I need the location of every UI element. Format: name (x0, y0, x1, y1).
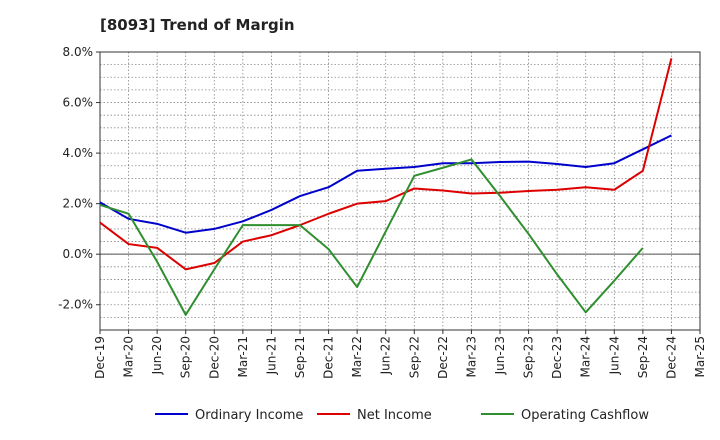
y-tick-label: 6.0% (63, 96, 94, 110)
chart-title: [8093] Trend of Margin (100, 16, 295, 34)
x-tick-label: Sep-20 (179, 336, 193, 378)
legend-label-0: Ordinary Income (195, 408, 303, 423)
x-tick-label: Sep-22 (407, 336, 421, 378)
x-tick-label: Jun-20 (150, 336, 164, 375)
x-tick-label: Jun-23 (493, 336, 507, 375)
x-tick-label: Sep-24 (636, 336, 650, 378)
y-tick-label: 2.0% (63, 197, 94, 211)
x-tick-label: Dec-20 (207, 336, 221, 379)
x-tick-label: Jun-21 (264, 336, 278, 375)
series-line-0 (99, 134, 672, 234)
y-tick-label: 4.0% (63, 146, 94, 160)
x-tick-label: Mar-23 (464, 336, 478, 377)
y-tick-label: -2.0% (58, 298, 93, 312)
x-tick-label: Mar-22 (350, 336, 364, 377)
x-tick-label: Mar-21 (236, 336, 250, 377)
x-tick-label: Jun-22 (379, 336, 393, 375)
x-tick-label: Sep-21 (293, 336, 307, 378)
plot-border (99, 51, 701, 331)
x-tick-label: Sep-23 (522, 336, 536, 378)
x-tick-label: Mar-25 (693, 336, 707, 377)
x-tick-label: Dec-19 (93, 336, 107, 379)
x-tick-label: Dec-24 (664, 336, 678, 379)
x-tick-label: Dec-23 (550, 336, 564, 379)
series-line-1 (99, 58, 673, 271)
legend-label-1: Net Income (357, 408, 432, 423)
y-tick-label: 0.0% (63, 247, 94, 261)
x-tick-label: Jun-24 (607, 336, 621, 375)
x-tick-label: Dec-21 (322, 336, 336, 379)
x-tick-label: Mar-20 (122, 336, 136, 377)
x-tick-label: Mar-24 (579, 336, 593, 377)
y-tick-label: 8.0% (63, 45, 94, 59)
series-line-2 (99, 158, 644, 316)
legend-label-2: Operating Cashflow (521, 408, 649, 423)
x-tick-label: Dec-22 (436, 336, 450, 379)
